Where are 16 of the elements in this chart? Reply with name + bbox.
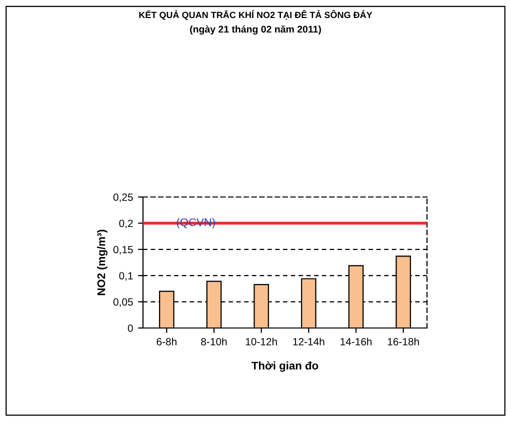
x-tick-label: 10-12h [246, 338, 277, 346]
x-tick-label: 14-16h [340, 338, 372, 346]
y-tick-label: 0,2 [119, 220, 133, 228]
y-tick-label: 0 [128, 324, 133, 332]
y-tick-label: 0,25 [113, 194, 133, 202]
x-axis-title: Thời gian đo [252, 361, 318, 372]
x-tick-label: 6-8h [156, 338, 176, 346]
x-tick-label: 12-14h [293, 338, 324, 346]
y-axis-title: NO2 (mg/m³) [97, 230, 108, 296]
y-tick-label: 0,05 [113, 298, 133, 307]
chart-title: KẾT QUẢ QUAN TRẮC KHÍ NO2 TẠI ĐÊ TẢ SÔNG ĐÁY [139, 10, 372, 20]
y-tick-label: 0,15 [113, 246, 133, 255]
chart-subtitle: (ngày 21 tháng 02 năm 2011) [190, 25, 321, 35]
y-tick-label: 0,1 [119, 272, 133, 281]
x-tick-label: 16-18h [388, 338, 419, 346]
x-tick-label: 8-10h [201, 338, 227, 346]
